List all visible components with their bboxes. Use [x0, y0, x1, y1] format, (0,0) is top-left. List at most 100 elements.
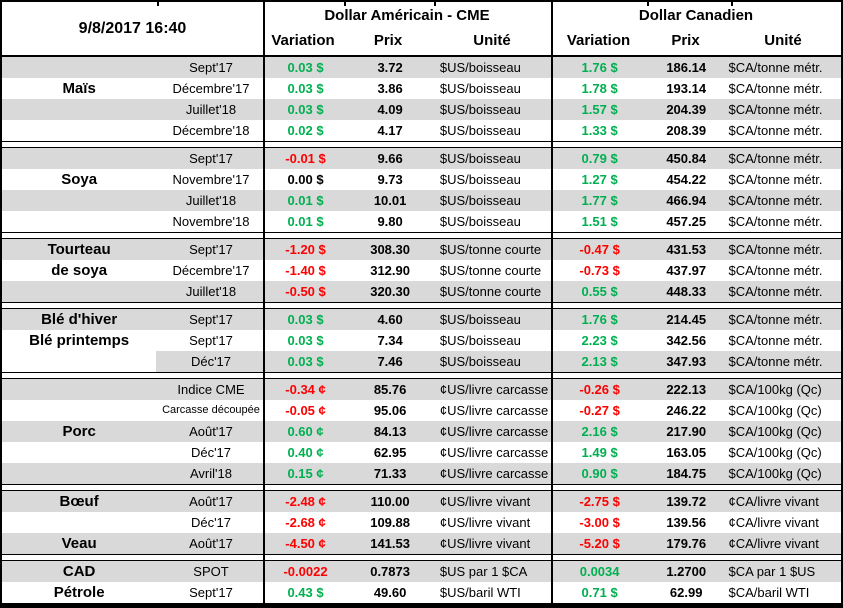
us-unit-label: ¢US/livre carcasse: [439, 424, 549, 439]
ca-variation-value: 0.0034: [579, 564, 620, 579]
ca-unit-label: ¢CA/livre vivant: [728, 536, 819, 551]
ca-unit-label: $CA par 1 $US: [728, 564, 816, 579]
us-variation-value: 0.01 $: [287, 214, 324, 229]
commodity-label: Pétrole: [53, 584, 105, 601]
ca-price-value: 163.05: [666, 445, 707, 460]
section-separator: [2, 141, 841, 148]
section-separator: [2, 232, 841, 239]
us-price-value: 9.66: [377, 151, 403, 166]
ca-variation-value: 1.51 $: [581, 214, 618, 229]
ca-col-prix: Prix: [671, 32, 700, 49]
ca-col-unite: Unité: [764, 32, 802, 49]
ca-variation-value: 0.71 $: [581, 585, 618, 600]
ca-section-title: Dollar Canadien: [638, 7, 754, 24]
ca-price-value: 457.25: [666, 214, 707, 229]
contract-label: Juillet'18: [185, 284, 237, 299]
contract-label: Sept'17: [189, 60, 233, 75]
table-row: Blé d'hiver Sept'17 0.03 $ 4.60 $US/boisseau…: [2, 309, 841, 330]
ca-variation-value: -2.75 $: [579, 494, 620, 509]
us-unit-label: $US/baril WTI: [439, 585, 521, 600]
ca-variation-value: 0.55 $: [581, 284, 618, 299]
us-unit-label: $US/boisseau: [439, 193, 521, 208]
ca-variation-value: 1.27 $: [581, 172, 618, 187]
ca-variation-value: -3.00 $: [579, 515, 620, 530]
ca-variation-value: 1.76 $: [581, 312, 618, 327]
ca-price-value: 208.39: [666, 123, 707, 138]
commodity-label: [2, 190, 156, 211]
table-row: Novembre'18 0.01 $ 9.80 $US/boisseau 1.51 $ 4…: [2, 211, 841, 232]
ca-price-value: 1.2700: [666, 564, 707, 579]
ca-price-value: 454.22: [666, 172, 707, 187]
contract-label: Déc'17: [190, 515, 232, 530]
column-divider-tick: [647, 2, 649, 6]
contract-label: Décembre'17: [172, 263, 250, 278]
us-variation-value: 0.03 $: [287, 60, 324, 75]
us-unit-label: ¢US/livre vivant: [439, 515, 531, 530]
section-separator: [2, 484, 841, 491]
ca-variation-value: -0.26 $: [579, 382, 620, 397]
contract-label: Décembre'18: [172, 123, 250, 138]
ca-unit-label: $CA/tonne métr.: [728, 242, 823, 257]
contract-label: Avril'18: [189, 466, 232, 481]
ca-unit-label: $CA/tonne métr.: [725, 351, 841, 372]
us-price-value: 3.72: [377, 60, 403, 75]
us-unit-label: ¢US/livre carcasse: [439, 466, 549, 481]
table-row: Juillet'18 -0.50 $ 320.30 $US/tonne courte 0…: [2, 281, 841, 302]
ca-price-value: 193.14: [666, 81, 707, 96]
contract-label: Sept'17: [189, 312, 233, 327]
us-col-unite: Unité: [473, 32, 511, 49]
commodity-label: [2, 148, 156, 169]
us-price-value: 4.09: [377, 102, 403, 117]
ca-unit-label: $CA/tonne métr.: [728, 151, 823, 166]
ca-unit-label: $CA/tonne métr.: [728, 284, 823, 299]
table-row: Décembre'18 0.02 $ 4.17 $US/boisseau 1.33 $ 2…: [2, 120, 841, 141]
ca-price-value: 184.75: [666, 466, 707, 481]
us-price-value: 95.06: [373, 403, 407, 418]
ca-variation-value: 2.16 $: [581, 424, 618, 439]
ca-price-value: 179.76: [666, 536, 707, 551]
table-row: Carcasse découpée -0.05 ¢ 95.06 ¢US/livre c…: [2, 400, 841, 421]
contract-label: Déc'17: [156, 351, 266, 372]
ca-price-value: 246.22: [666, 403, 707, 418]
us-unit-label: $US/boisseau: [439, 60, 521, 75]
us-unit-label: ¢US/livre carcasse: [439, 382, 549, 397]
us-unit-label: $US/tonne courte: [439, 284, 542, 299]
commodity-label: [2, 400, 156, 421]
contract-label: Sept'17: [189, 333, 233, 348]
ca-price-value: 450.84: [666, 151, 707, 166]
us-price-value: 320.30: [370, 284, 410, 299]
contract-label: Août'17: [189, 494, 233, 509]
us-price-value: 9.80: [377, 214, 403, 229]
column-divider-tick: [344, 2, 346, 6]
us-unit-label: ¢US/livre carcasse: [439, 445, 549, 460]
contract-label: Novembre'18: [172, 214, 250, 229]
table-row: Veau Août'17 -4.50 ¢ 141.53 ¢US/livre vivant…: [2, 533, 841, 554]
ca-variation-value: 1.33 $: [581, 123, 618, 138]
ca-variation-value: 1.78 $: [581, 81, 618, 96]
section-separator: [2, 554, 841, 561]
ca-col-variation: Variation: [566, 32, 631, 49]
us-variation-value: -1.40 $: [285, 263, 326, 278]
section-separator: [2, 302, 841, 309]
contract-label: Août'17: [189, 536, 233, 551]
us-variation-value: 0.03 $: [287, 81, 324, 96]
ca-price-value: 217.90: [666, 424, 707, 439]
us-variation-value: 0.03 $: [287, 333, 324, 348]
ca-unit-label: $CA/tonne métr.: [728, 214, 823, 229]
ca-price-value: 139.56: [666, 515, 707, 530]
contract-label: Sept'17: [189, 585, 233, 600]
ca-variation-value: -5.20 $: [579, 536, 620, 551]
table-row: Soya Novembre'17 0.00 $ 9.73 $US/boisseau 1.2…: [2, 169, 841, 190]
us-variation-value: 0.15 ¢: [287, 466, 324, 481]
contract-label: Décembre'17: [172, 81, 250, 96]
us-variation-value: 0.40 ¢: [287, 445, 324, 460]
us-variation-value: -0.50 $: [285, 284, 326, 299]
us-price-value: 7.46: [345, 351, 435, 372]
commodity-label: Tourteau: [47, 241, 111, 258]
ca-variation-value: 1.49 $: [581, 445, 618, 460]
column-divider-tick: [157, 2, 159, 6]
us-price-value: 71.33: [373, 466, 407, 481]
us-price-value: 9.73: [377, 172, 403, 187]
us-price-value: 0.7873: [370, 564, 410, 579]
table-row: Tourteau Sept'17 -1.20 $ 308.30 $US/tonne co…: [2, 239, 841, 260]
